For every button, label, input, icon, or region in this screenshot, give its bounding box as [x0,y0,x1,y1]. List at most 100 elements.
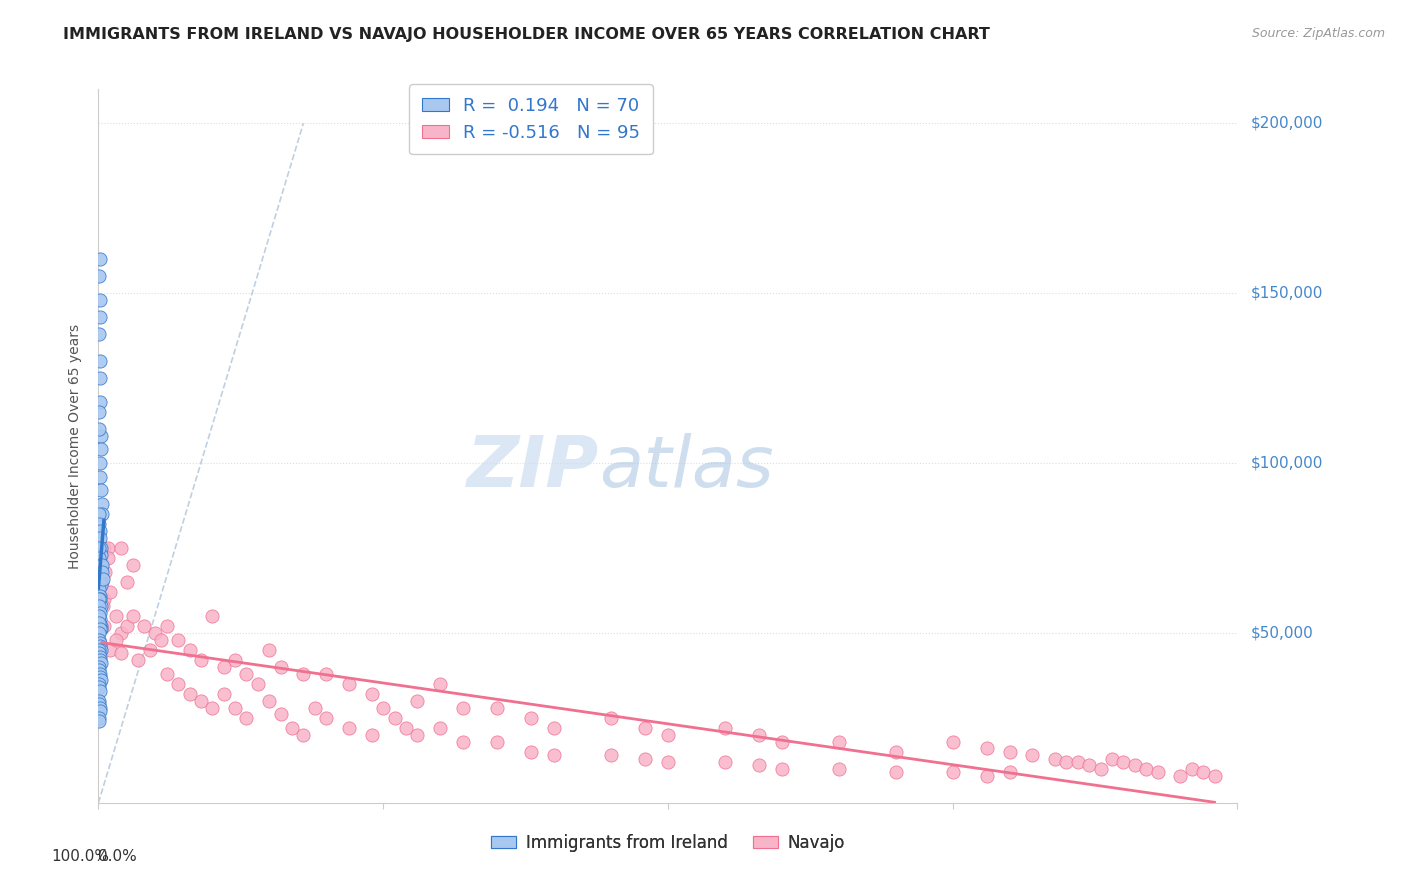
Point [998,765,1021,780]
Point [89,531,111,545]
Point [270,660,292,674]
Point [90,619,112,633]
Point [110,626,132,640]
Point [89,582,111,596]
Point [1067,755,1090,769]
Point [90,558,112,572]
Point [179,687,201,701]
Text: IMMIGRANTS FROM IRELAND VS NAVAJO HOUSEHOLDER INCOME OVER 65 YEARS CORRELATION C: IMMIGRANTS FROM IRELAND VS NAVAJO HOUSEH… [63,27,990,42]
Point [89,623,111,637]
Point [1135,762,1157,776]
Point [224,700,246,714]
Point [89,371,111,385]
Point [89,670,111,684]
Point [235,666,257,681]
Point [127,653,149,667]
Point [89,405,111,419]
Point [132,619,155,633]
Point [90,574,112,589]
Point [90,541,112,555]
Point [87,541,110,555]
Point [543,748,565,763]
Point [212,687,235,701]
Point [156,619,179,633]
Point [543,721,565,735]
Text: atlas: atlas [599,433,775,502]
Point [235,711,257,725]
Point [91,507,114,521]
Point [998,745,1021,759]
Point [1101,751,1123,765]
Point [145,626,167,640]
Point [520,745,543,759]
Point [406,694,429,708]
Point [714,721,737,735]
Point [89,354,111,368]
Point [395,721,418,735]
Point [89,649,111,664]
Point [89,326,111,341]
Point [451,700,474,714]
Point [337,677,360,691]
Point [89,572,111,586]
Point [315,711,337,725]
Point [337,721,360,735]
Point [89,636,111,650]
Point [1112,755,1135,769]
Point [1170,769,1192,783]
Point [748,758,770,772]
Point [942,765,965,780]
Point [828,762,851,776]
Point [90,497,112,511]
Point [89,394,111,409]
Point [87,608,110,623]
Point [121,608,143,623]
Point [90,623,112,637]
Point [429,677,451,691]
Y-axis label: Householder Income Over 65 years: Householder Income Over 65 years [69,324,83,568]
Point [304,700,326,714]
Point [190,694,212,708]
Point [770,762,793,776]
Point [1192,765,1215,780]
Point [360,728,382,742]
Point [138,643,160,657]
Point [259,643,281,657]
Point [91,572,114,586]
Point [884,765,907,780]
Point [89,653,111,667]
Point [89,683,111,698]
Point [87,711,110,725]
Point [714,755,737,769]
Point [87,422,110,436]
Point [657,728,679,742]
Point [657,755,679,769]
Point [89,456,111,470]
Point [600,748,623,763]
Point [98,585,121,599]
Point [212,660,235,674]
Point [89,310,111,324]
Point [90,548,112,562]
Point [371,700,394,714]
Point [87,574,110,589]
Text: Source: ZipAtlas.com: Source: ZipAtlas.com [1251,27,1385,40]
Point [89,606,111,620]
Point [270,707,292,722]
Point [89,632,111,647]
Point [89,591,111,606]
Point [770,734,793,748]
Legend: Immigrants from Ireland, Navajo: Immigrants from Ireland, Navajo [484,828,852,859]
Point [1181,762,1204,776]
Point [87,269,110,284]
Text: $50,000: $50,000 [1251,625,1315,640]
Point [942,734,965,748]
Point [91,599,114,613]
Point [87,660,110,674]
Point [89,558,111,572]
Point [93,541,115,555]
Point [1204,769,1226,783]
Point [110,541,132,555]
Point [600,711,623,725]
Point [201,700,224,714]
